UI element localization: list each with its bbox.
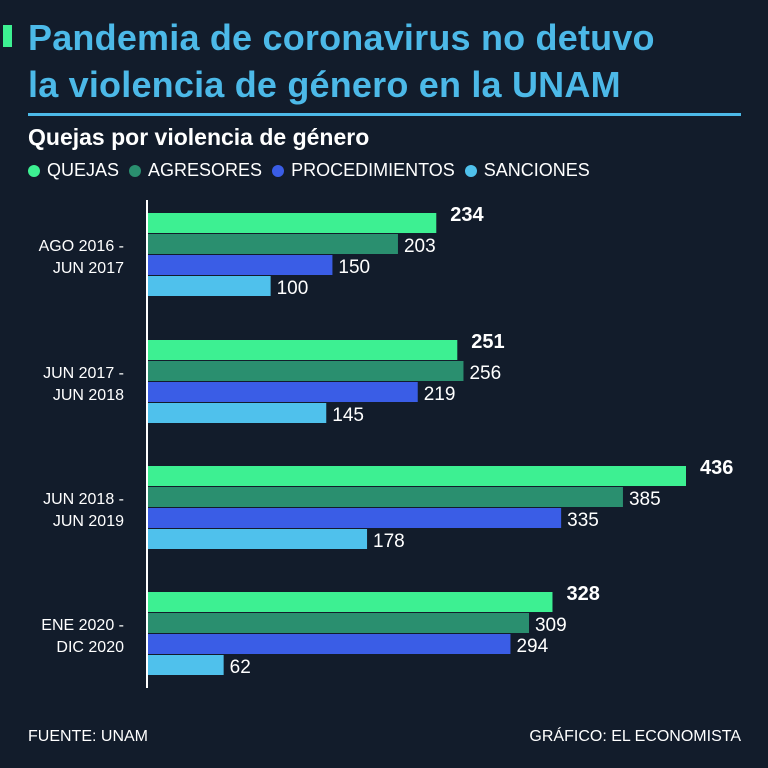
data-label: 385 (629, 489, 661, 510)
bar-procedimientos (147, 382, 418, 402)
title-divider (28, 113, 741, 116)
legend-label: SANCIONES (483, 160, 590, 180)
bar-agresores (147, 487, 623, 507)
data-label: 309 (535, 615, 567, 636)
data-label: 234 (450, 204, 484, 226)
data-label: 256 (469, 363, 501, 384)
bar-quejas (147, 213, 437, 233)
bar-sanciones (147, 403, 327, 423)
category-label: JUN 2019 (53, 513, 124, 530)
legend-item-quejas: QUEJAS (28, 160, 119, 181)
legend-label: QUEJAS (47, 160, 120, 180)
data-label: 203 (404, 236, 436, 257)
legend-label: AGRESORES (148, 160, 263, 180)
data-label: 328 (566, 583, 599, 605)
legend-swatch (272, 164, 285, 177)
bar-procedimientos (147, 634, 511, 654)
category-label: JUN 2018 - (43, 491, 124, 508)
data-label: 178 (373, 531, 405, 552)
bar-procedimientos (147, 255, 333, 275)
bar-sanciones (147, 655, 224, 675)
category-label: DIC 2020 (56, 639, 124, 656)
legend-swatch (28, 164, 40, 177)
data-label: 150 (338, 257, 370, 278)
data-label: 145 (332, 405, 364, 426)
legend: QUEJAS AGRESORES PROCEDIMIENTOS SANCIONES (28, 160, 590, 181)
bar-quejas (147, 466, 686, 486)
data-label: 100 (277, 278, 309, 299)
category-label: JUN 2018 (53, 387, 124, 404)
legend-item-sanciones: SANCIONES (464, 160, 590, 181)
legend-label: PROCEDIMIENTOS (291, 160, 455, 180)
bar-quejas (147, 592, 553, 612)
legend-item-agresores: AGRESORES (129, 160, 262, 181)
bar-procedimientos (147, 508, 562, 528)
source-note: FUENTE: UNAM (28, 728, 148, 745)
bar-agresores (147, 361, 464, 381)
title-line-2: la violencia de género en la UNAM (28, 64, 621, 105)
credit-note: GRÁFICO: EL ECONOMISTA (529, 728, 741, 745)
bar-agresores (147, 234, 398, 254)
page-title: Pandemia de coronavirus no detuvo la vio… (28, 14, 655, 108)
data-label: 251 (471, 331, 504, 353)
category-label: JUN 2017 (53, 260, 124, 277)
legend-swatch (129, 164, 142, 177)
category-label: AGO 2016 - (39, 238, 124, 255)
bar-sanciones (147, 276, 271, 296)
bar-agresores (147, 613, 529, 633)
bar-sanciones (147, 529, 368, 549)
data-label: 335 (567, 510, 599, 531)
title-accent-bar (3, 25, 12, 47)
data-label: 219 (424, 384, 456, 405)
data-label: 436 (700, 457, 733, 479)
category-label: ENE 2020 - (41, 617, 124, 634)
title-line-1: Pandemia de coronavirus no detuvo (28, 17, 655, 58)
legend-swatch (464, 164, 477, 177)
category-label: JUN 2017 - (43, 365, 124, 382)
data-label: 294 (516, 636, 548, 657)
legend-item-procedimientos: PROCEDIMIENTOS (272, 160, 455, 181)
bar-quejas (147, 340, 458, 360)
data-label: 62 (230, 657, 251, 678)
chart-title: Quejas por violencia de género (28, 124, 370, 150)
